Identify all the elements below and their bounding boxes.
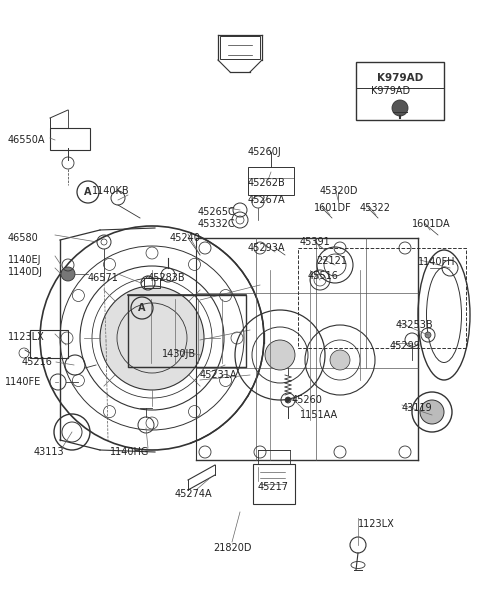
- Text: 1140HG: 1140HG: [110, 447, 149, 457]
- Text: 45265C: 45265C: [198, 207, 236, 217]
- Text: 1123LX: 1123LX: [8, 332, 45, 342]
- Bar: [128, 295, 246, 367]
- Text: 45283B: 45283B: [148, 273, 186, 283]
- Text: 1123LX: 1123LX: [358, 519, 395, 529]
- Text: 43113: 43113: [34, 447, 65, 457]
- Bar: [30, 330, 68, 358]
- Text: 45231A: 45231A: [200, 370, 238, 380]
- Circle shape: [61, 267, 75, 281]
- Bar: [298, 248, 466, 348]
- Text: 21820D: 21820D: [213, 543, 251, 553]
- Text: 45274A: 45274A: [175, 489, 213, 499]
- Circle shape: [392, 100, 408, 116]
- Text: 45217: 45217: [258, 482, 289, 492]
- Text: 45267A: 45267A: [248, 195, 286, 205]
- Text: 45216: 45216: [22, 357, 53, 367]
- Circle shape: [265, 340, 295, 370]
- Text: 45299: 45299: [390, 341, 421, 351]
- Text: 45322: 45322: [360, 203, 391, 213]
- Text: 46580: 46580: [8, 233, 39, 243]
- Text: 45516: 45516: [308, 271, 339, 281]
- Text: 45332C: 45332C: [198, 219, 236, 229]
- Text: 1140EJ: 1140EJ: [8, 255, 41, 265]
- Text: 1601DF: 1601DF: [314, 203, 352, 213]
- Text: 46550A: 46550A: [8, 135, 46, 145]
- Text: 1140KB: 1140KB: [92, 186, 130, 196]
- Text: 45240: 45240: [170, 233, 201, 243]
- Text: 45391: 45391: [300, 237, 331, 247]
- Text: 22121: 22121: [316, 256, 347, 266]
- Text: 46571: 46571: [88, 273, 119, 283]
- Text: 45262B: 45262B: [248, 178, 286, 188]
- Circle shape: [330, 350, 350, 370]
- Text: 45320D: 45320D: [320, 186, 359, 196]
- Text: 43253B: 43253B: [396, 320, 433, 330]
- Circle shape: [100, 286, 204, 390]
- Text: K979AD: K979AD: [372, 86, 410, 96]
- Bar: [253, 464, 295, 504]
- Text: 43119: 43119: [402, 403, 432, 413]
- Bar: [220, 36, 260, 59]
- Bar: [248, 167, 294, 195]
- Text: 1140FH: 1140FH: [418, 257, 456, 267]
- Text: 45260J: 45260J: [248, 147, 282, 157]
- Bar: [356, 62, 444, 120]
- Bar: [50, 128, 90, 150]
- Circle shape: [285, 397, 291, 403]
- Text: 1151AA: 1151AA: [300, 410, 338, 420]
- Text: K979AD: K979AD: [377, 73, 423, 83]
- Text: 45260: 45260: [292, 395, 323, 405]
- Text: A: A: [138, 303, 146, 313]
- Circle shape: [420, 400, 444, 424]
- Text: 1140DJ: 1140DJ: [8, 267, 43, 277]
- Circle shape: [425, 332, 431, 338]
- Text: 45293A: 45293A: [248, 243, 286, 253]
- Text: 1140FE: 1140FE: [5, 377, 41, 387]
- Text: 1601DA: 1601DA: [412, 219, 451, 229]
- Text: 1430JB: 1430JB: [162, 349, 196, 359]
- Text: A: A: [84, 187, 92, 197]
- Bar: [144, 278, 160, 288]
